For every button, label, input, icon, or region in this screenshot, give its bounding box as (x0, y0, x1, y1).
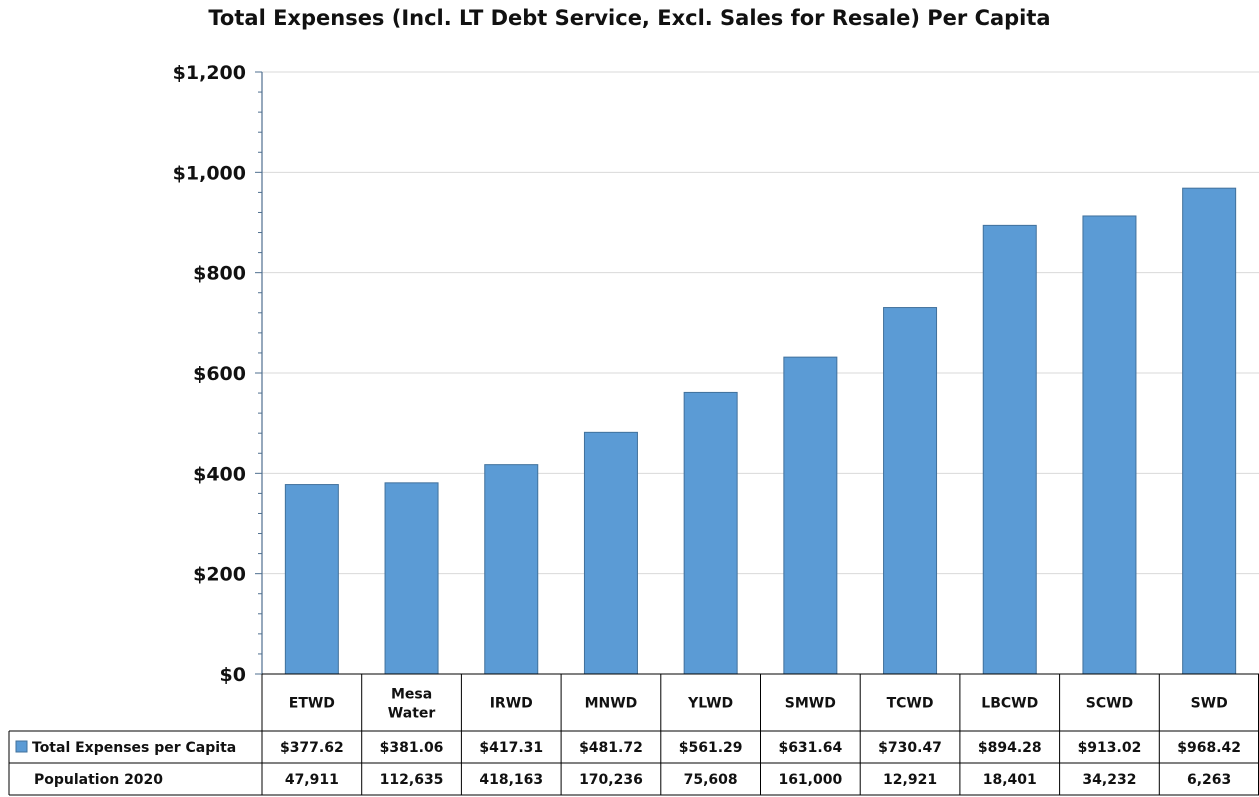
y-tick-label: $0 (220, 664, 246, 686)
population-value: 12,921 (883, 772, 937, 788)
y-tick-label: $800 (193, 263, 246, 285)
x-tick-label: YLWD (687, 696, 733, 712)
bar (982, 224, 1037, 675)
bar (1082, 215, 1137, 675)
y-tick-label: $600 (193, 363, 246, 385)
population-value: 418,163 (479, 772, 543, 788)
data-label: $968.42 (1177, 740, 1241, 756)
data-label: $631.64 (778, 740, 842, 756)
chart-title: Total Expenses (Incl. LT Debt Service, E… (208, 6, 1051, 30)
bar (484, 464, 539, 675)
population-value: 161,000 (778, 772, 842, 788)
bar (284, 484, 339, 675)
population-value: 18,401 (983, 772, 1037, 788)
y-tick-label: $200 (193, 564, 246, 586)
y-tick-label: $1,200 (173, 62, 246, 84)
bar (883, 307, 938, 675)
population-value: 34,232 (1082, 772, 1136, 788)
x-tick-label: MNWD (585, 696, 638, 712)
x-tick-label: LBCWD (981, 696, 1038, 712)
data-label: $894.28 (978, 740, 1042, 756)
bar (1182, 187, 1237, 675)
x-tick-label: IRWD (490, 696, 533, 712)
population-value: 112,635 (380, 772, 444, 788)
y-tick-label: $1,000 (173, 162, 246, 184)
x-tick-label: ETWD (289, 696, 335, 712)
bar (384, 482, 439, 675)
population-value: 170,236 (579, 772, 643, 788)
x-tick-label: SCWD (1086, 696, 1133, 712)
data-label: $481.72 (579, 740, 643, 756)
data-label: $913.02 (1078, 740, 1142, 756)
bar (583, 431, 638, 675)
data-label: $377.62 (280, 740, 344, 756)
bar (683, 391, 738, 675)
bar (783, 356, 838, 675)
x-tick-label: TCWD (887, 696, 934, 712)
x-tick-label: SMWD (785, 696, 836, 712)
population-value: 75,608 (684, 772, 738, 788)
data-label: $730.47 (878, 740, 942, 756)
data-label: $417.31 (479, 740, 543, 756)
row-label-expenses: Total Expenses per Capita (32, 740, 236, 756)
data-label: $381.06 (380, 740, 444, 756)
population-value: 6,263 (1187, 772, 1231, 788)
population-value: 47,911 (285, 772, 339, 788)
legend-swatch (15, 740, 28, 753)
row-label-population: Population 2020 (34, 772, 163, 788)
x-tick-label: Mesa Water (388, 687, 436, 722)
x-tick-label: SWD (1191, 696, 1228, 712)
data-label: $561.29 (679, 740, 743, 756)
y-tick-label: $400 (193, 463, 246, 485)
